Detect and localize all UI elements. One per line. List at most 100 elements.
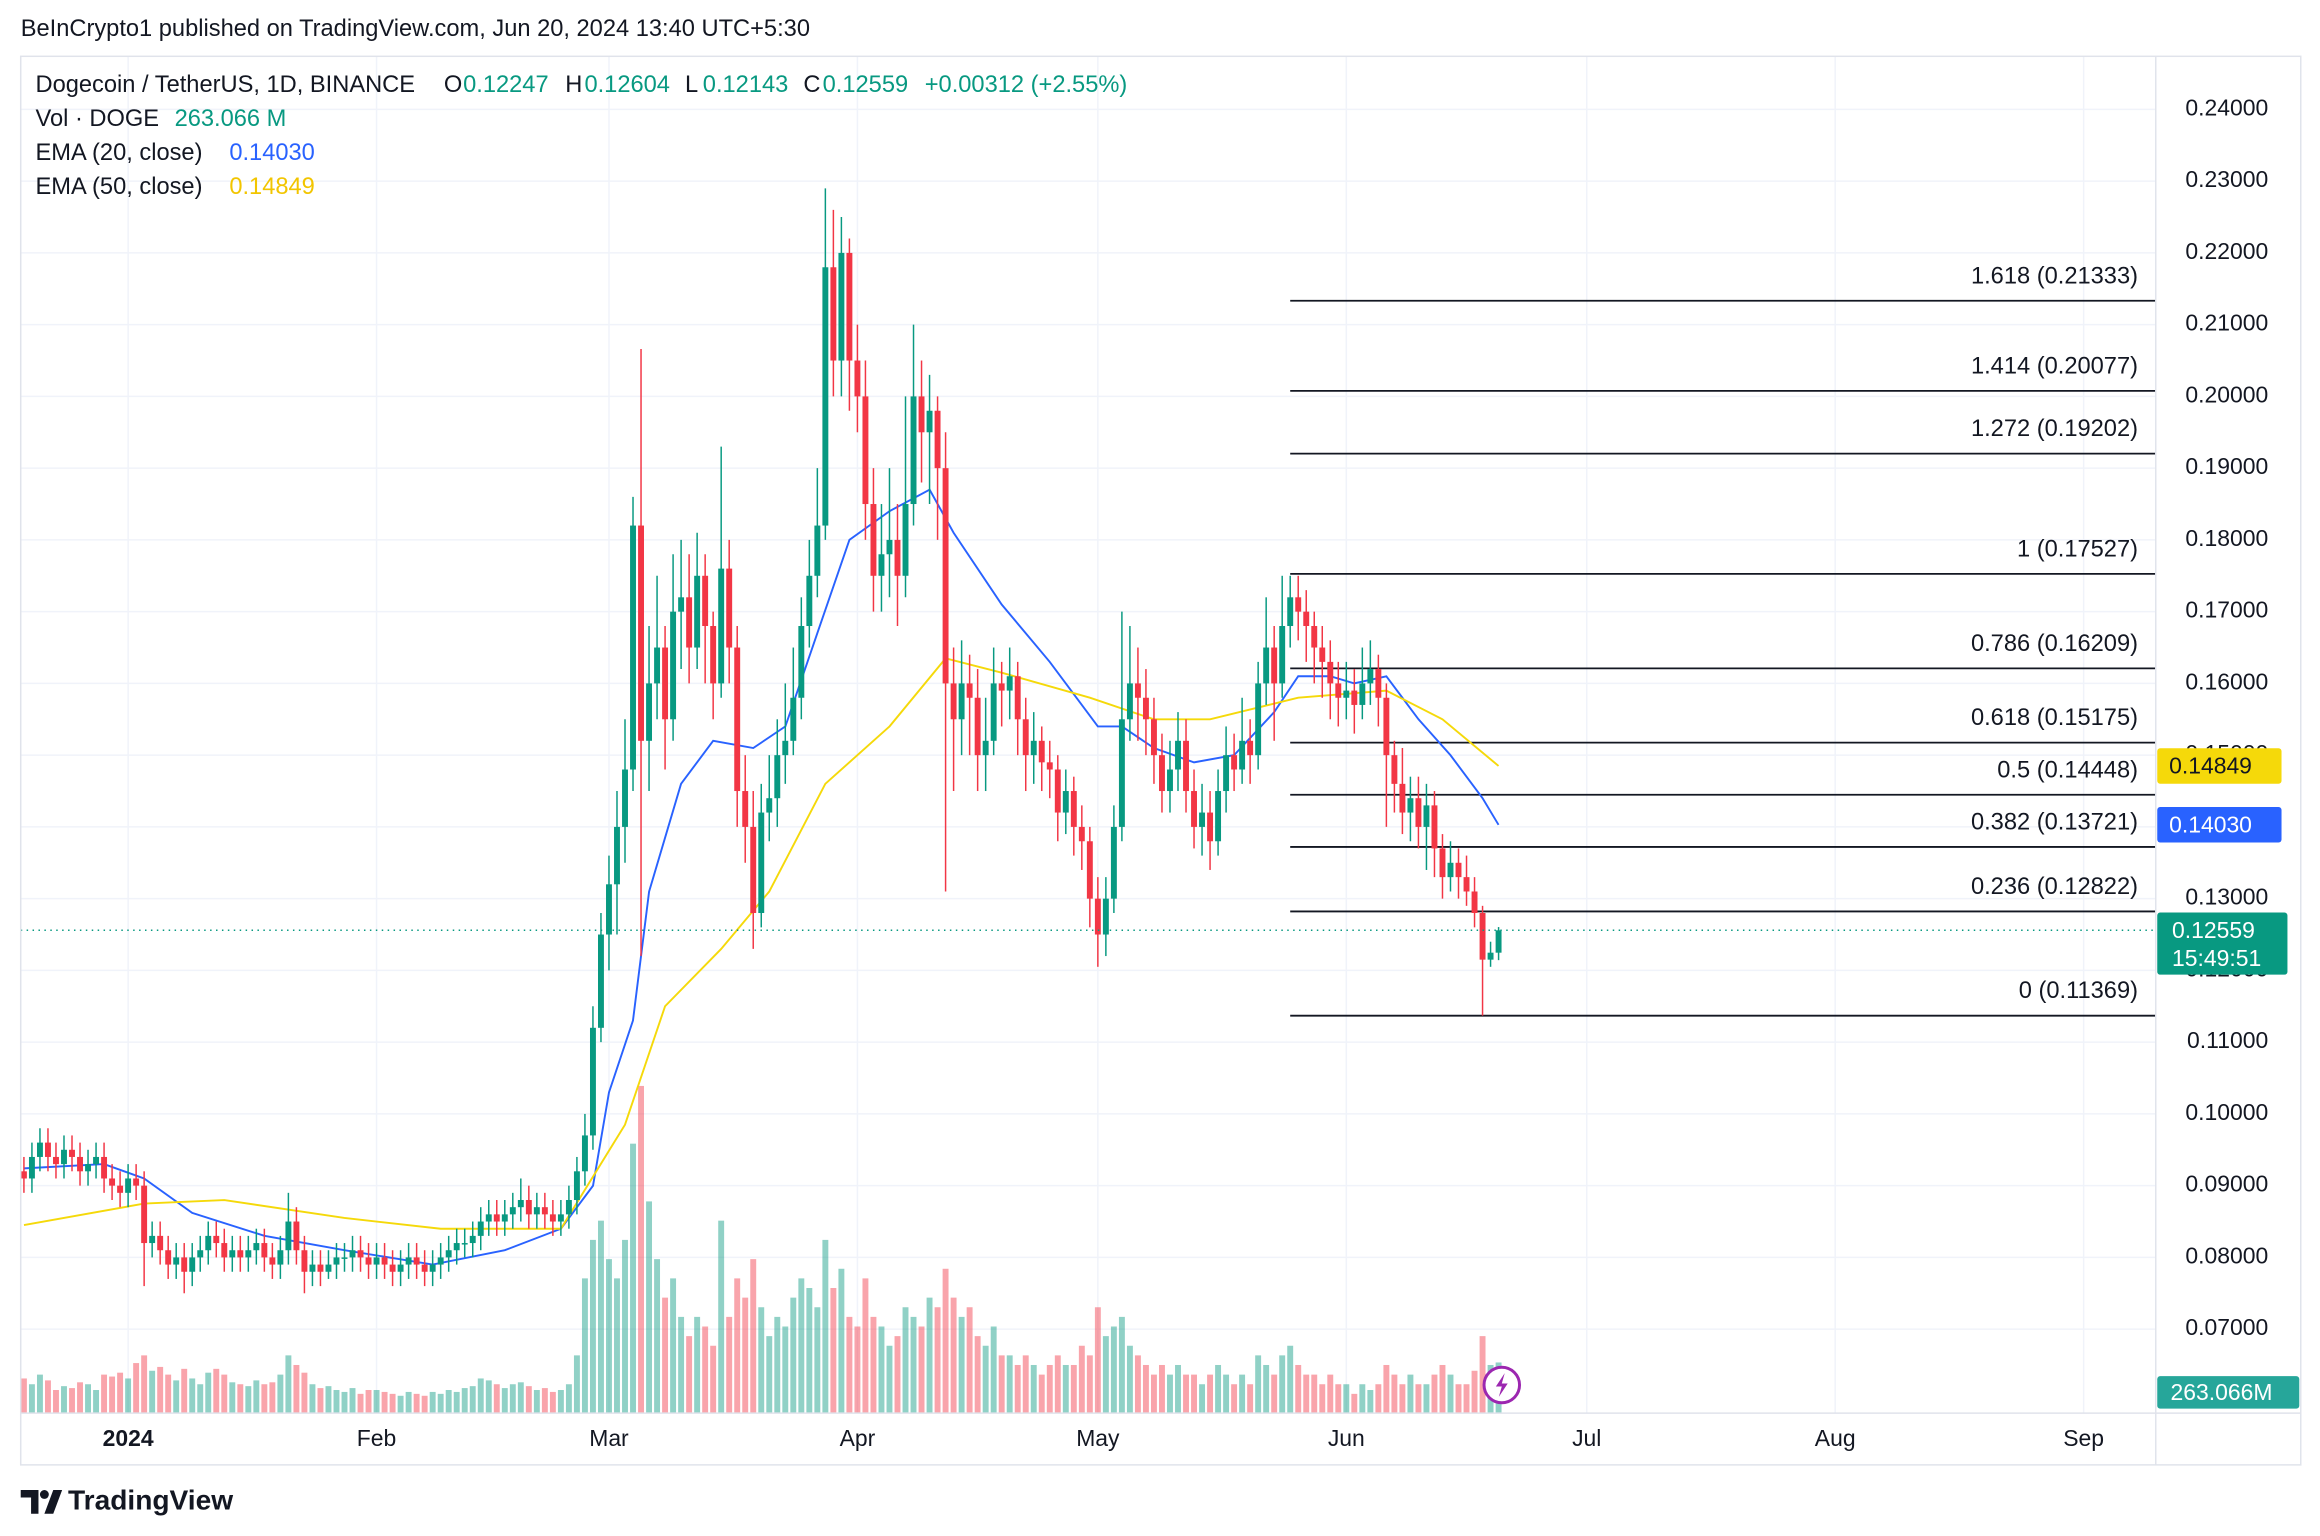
brand-name: TradingView bbox=[68, 1484, 233, 1515]
candle-body bbox=[53, 1156, 59, 1165]
candle-body bbox=[1439, 848, 1446, 878]
volume-bar bbox=[1078, 1345, 1085, 1414]
volume-bar bbox=[261, 1384, 268, 1414]
candle-body bbox=[285, 1221, 292, 1251]
ema-value: 0.14849 bbox=[229, 174, 315, 200]
candle-body bbox=[998, 683, 1005, 691]
volume-bar bbox=[1134, 1355, 1141, 1414]
volume-bar bbox=[557, 1390, 564, 1414]
candle-body bbox=[133, 1178, 140, 1186]
ema20-tag: 0.14030 bbox=[2169, 811, 2252, 837]
ema50-tag-bg bbox=[2157, 748, 2282, 784]
volume-bar bbox=[1094, 1307, 1101, 1414]
volume-tag: 263.066M bbox=[2171, 1379, 2273, 1405]
volume-bar bbox=[774, 1316, 781, 1414]
volume-bar bbox=[894, 1336, 901, 1414]
fib-label: 1 (0.17527) bbox=[2017, 536, 2138, 562]
candle-body bbox=[77, 1156, 83, 1172]
fib-label: 0.5 (0.14448) bbox=[1997, 757, 2138, 783]
candle-body bbox=[381, 1257, 388, 1265]
volume-bar bbox=[85, 1384, 91, 1414]
candle-body bbox=[1231, 755, 1238, 770]
candle-body bbox=[654, 647, 661, 684]
candle-body bbox=[125, 1178, 132, 1193]
y-tick-label: 0.18000 bbox=[2185, 525, 2268, 551]
candle-body bbox=[1487, 952, 1494, 960]
volume-bar bbox=[133, 1363, 140, 1414]
volume-bar bbox=[750, 1259, 757, 1414]
candle-body bbox=[61, 1149, 67, 1165]
volume-bar bbox=[1159, 1364, 1165, 1414]
volume-bar bbox=[598, 1220, 604, 1414]
fib-label: 1.272 (0.19202) bbox=[1971, 416, 2138, 442]
volume-bar bbox=[870, 1316, 877, 1414]
volume-bar bbox=[501, 1388, 508, 1414]
candle-body bbox=[325, 1264, 332, 1272]
candle-body bbox=[333, 1257, 340, 1265]
fib-label: 0.382 (0.13721) bbox=[1971, 810, 2138, 836]
volume-bar bbox=[277, 1374, 284, 1414]
volume-bar bbox=[1014, 1364, 1021, 1414]
candle-body bbox=[189, 1257, 196, 1272]
volume-bar bbox=[1247, 1384, 1254, 1414]
volume-bar bbox=[854, 1326, 861, 1414]
ohlc-letter: O bbox=[444, 72, 462, 98]
plot-layer: 1.618 (0.21333) 1.414 (0.20077) 1.272 (0.1… bbox=[20, 56, 2156, 1414]
candle-body bbox=[790, 697, 797, 741]
volume-bar bbox=[213, 1368, 220, 1414]
candle-body bbox=[822, 267, 829, 526]
candle-body bbox=[646, 683, 653, 741]
volume-bar bbox=[525, 1386, 532, 1414]
y-tick-label: 0.23000 bbox=[2185, 166, 2268, 192]
volume-bar bbox=[910, 1316, 917, 1414]
candle-body bbox=[45, 1142, 51, 1157]
volume-bar bbox=[838, 1268, 845, 1414]
candle-body bbox=[1062, 791, 1069, 813]
volume-bar bbox=[589, 1239, 596, 1414]
candle-body bbox=[1006, 676, 1013, 691]
candle-body bbox=[109, 1178, 116, 1186]
candle-body bbox=[838, 252, 845, 361]
candle-body bbox=[277, 1250, 284, 1265]
volume-bar bbox=[1471, 1370, 1478, 1414]
volume-bar bbox=[758, 1307, 765, 1414]
candle-body bbox=[1175, 740, 1181, 770]
candle-body bbox=[1022, 719, 1029, 756]
volume-bar bbox=[573, 1355, 580, 1414]
volume-bar bbox=[1102, 1336, 1109, 1414]
candle-body bbox=[830, 267, 837, 361]
frame bbox=[19, 55, 2302, 1466]
ohlc-value: 0.12247 bbox=[463, 72, 549, 98]
volume-bar bbox=[517, 1382, 524, 1414]
candle-body bbox=[1495, 930, 1502, 953]
candle-body bbox=[493, 1214, 500, 1222]
volume-bar bbox=[437, 1393, 444, 1414]
volume-bar bbox=[36, 1374, 43, 1414]
volume-bar bbox=[1223, 1374, 1230, 1414]
candle-body bbox=[197, 1250, 204, 1258]
candle-body bbox=[397, 1264, 404, 1272]
candle-body bbox=[581, 1135, 588, 1172]
ema-legend: EMA (50, close) bbox=[36, 174, 203, 200]
x-tick-label: May bbox=[1076, 1425, 1120, 1451]
candle-body bbox=[1070, 791, 1077, 827]
volume-bar bbox=[69, 1388, 75, 1414]
volume-bar bbox=[766, 1336, 773, 1414]
fib-label: 1.618 (0.21333) bbox=[1971, 263, 2138, 289]
volume-bar bbox=[189, 1378, 196, 1414]
candle-body bbox=[1223, 755, 1230, 792]
volume-bar bbox=[181, 1368, 188, 1414]
candle-body bbox=[1255, 683, 1262, 756]
candle-body bbox=[1279, 626, 1286, 684]
y-tick-label: 0.13000 bbox=[2185, 884, 2268, 910]
candle-body bbox=[477, 1221, 484, 1236]
candle-body bbox=[421, 1264, 428, 1272]
candle-body bbox=[1319, 647, 1326, 662]
volume-bar bbox=[293, 1364, 300, 1414]
candle-body bbox=[1014, 676, 1021, 720]
candle-body bbox=[509, 1207, 516, 1215]
candle-body bbox=[718, 568, 725, 684]
candle-body bbox=[742, 791, 749, 827]
volume-bar bbox=[1167, 1374, 1173, 1414]
volume-bar bbox=[798, 1278, 805, 1414]
